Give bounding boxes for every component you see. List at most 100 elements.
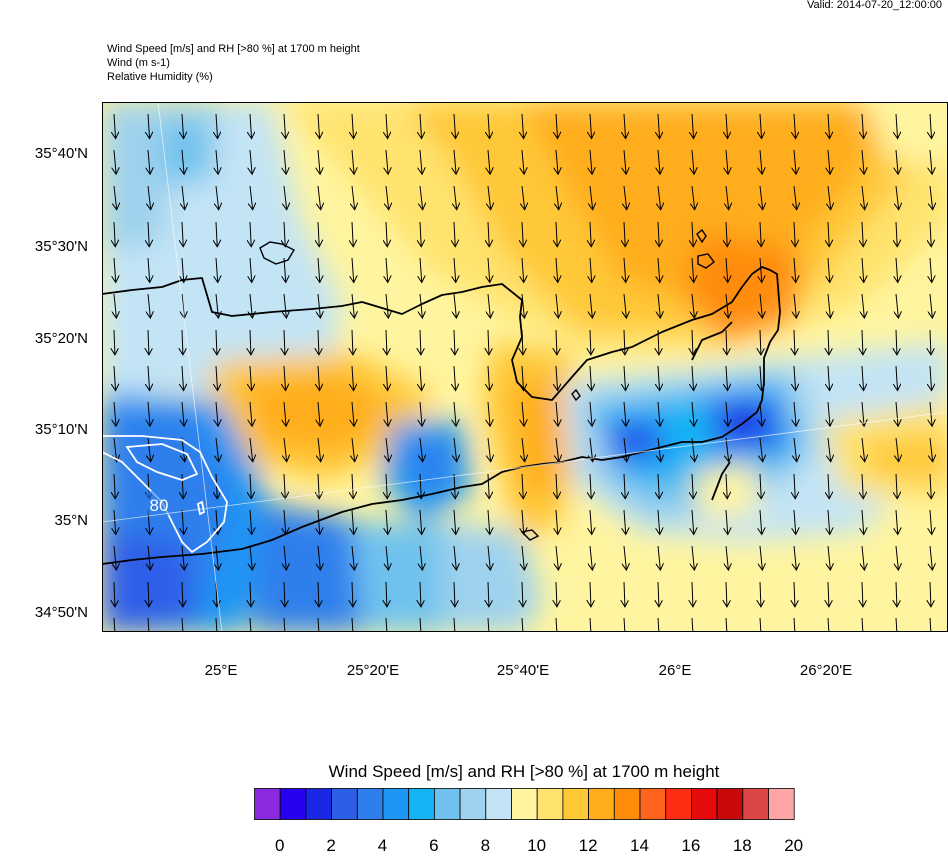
colorbar-swatch (665, 788, 692, 820)
colorbar-tick-label: 4 (377, 836, 388, 855)
wind-arrow (284, 401, 286, 425)
wind-arrow (692, 329, 693, 354)
wind-arrow (658, 113, 660, 138)
wind-arrow (284, 581, 285, 606)
wind-arrow (624, 185, 627, 209)
plot-header-line2: Wind (m s-1) (107, 57, 170, 69)
wind-arrow (556, 149, 558, 173)
wind-arrow (420, 437, 423, 461)
wind-arrow (181, 617, 184, 632)
wind-arrow (488, 113, 490, 138)
wind-arrow (386, 437, 389, 461)
wind-arrow (522, 437, 525, 461)
wind-arrow (658, 545, 660, 569)
wind-arrow (828, 293, 830, 317)
wind-arrow (692, 257, 694, 282)
wind-arrow (760, 149, 762, 173)
colorbar-swatch (382, 788, 410, 820)
wind-arrow (114, 437, 117, 461)
colorbar-tick-label: 2 (326, 836, 336, 855)
wind-arrow (624, 257, 626, 282)
wind-arrow (318, 257, 320, 282)
wind-arrow (862, 473, 863, 498)
wind-arrow (114, 545, 116, 569)
wind-arrow (386, 401, 388, 425)
wind-arrow (556, 365, 558, 390)
wind-arrow (726, 473, 727, 498)
colorbar-tick-label: 20 (784, 836, 804, 855)
wind-arrow (352, 257, 354, 282)
lon-label-26-00: 26°E (658, 662, 692, 679)
wind-arrow (590, 437, 593, 461)
wind-arrow (454, 149, 456, 173)
valid-time: Valid: 2014-07-20_12:00:00 (807, 0, 942, 11)
wind-arrow (250, 473, 251, 498)
wind-arrow (692, 545, 694, 569)
wind-arrow (352, 401, 354, 425)
wind-arrow (284, 185, 287, 209)
wind-arrow (420, 113, 422, 138)
wind-arrow (148, 221, 149, 246)
wind-arrow (386, 545, 388, 569)
wind-arrow (522, 185, 525, 209)
wind-arrow (420, 329, 421, 354)
wind-arrow (794, 365, 796, 390)
wind-arrow (794, 257, 796, 282)
wind-arrow (249, 617, 252, 632)
wind-arrow (284, 113, 286, 138)
wind-arrow (658, 257, 660, 282)
wind-arrow (658, 149, 660, 173)
wind-arrow (862, 113, 864, 138)
wind-arrow (624, 581, 625, 606)
wind-arrow (930, 473, 931, 498)
wind-arrow (182, 401, 184, 425)
wind-arrow (352, 113, 354, 138)
wind-arrow (454, 365, 456, 390)
lon-label-26-20: 26°20'E (799, 662, 853, 679)
wind-arrow (284, 149, 286, 173)
wind-arrow (114, 401, 116, 425)
wind-arrow (556, 185, 559, 209)
plot-header-line3: Relative Humidity (%) (107, 71, 213, 83)
wind-arrow (930, 113, 932, 138)
wind-arrow (930, 509, 932, 534)
wind-arrow (420, 293, 422, 317)
wind-arrow (454, 293, 456, 317)
wind-arrow (386, 149, 388, 173)
lat-label-35-30: 35°30'N (34, 238, 88, 255)
wind-arrow (828, 185, 831, 209)
wind-arrow (454, 473, 455, 498)
wind-arrow (658, 401, 660, 425)
wind-arrow (896, 581, 897, 606)
wind-arrow (658, 473, 659, 498)
wind-arrow (488, 365, 490, 390)
colorbar-tick-label: 8 (480, 836, 491, 855)
wind-arrow (488, 545, 490, 569)
wind-arrow (318, 149, 320, 173)
wind-arrow (794, 473, 795, 498)
colorbar-swatch (768, 788, 795, 820)
wind-arrow (182, 581, 183, 606)
wind-arrow (352, 581, 353, 606)
wind-arrow (487, 617, 490, 632)
wind-arrow (828, 257, 830, 282)
wind-arrow (114, 581, 115, 606)
wind-arrow (250, 365, 252, 390)
wind-arrow (420, 257, 422, 282)
wind-arrow (692, 149, 694, 173)
wind-arrow (624, 401, 626, 425)
wind-arrow (692, 293, 694, 317)
wind-arrow (794, 293, 796, 317)
wind-arrow (658, 293, 660, 317)
colorbar-tick-label: 16 (681, 836, 701, 855)
wind-arrow (624, 365, 626, 390)
colorbar-title: Wind Speed [m/s] and RH [>80 %] at 1700 … (328, 762, 720, 781)
wind-arrow (556, 221, 557, 246)
wind-arrow (624, 221, 625, 246)
wind-arrow (250, 257, 252, 282)
wind-arrow (794, 221, 795, 246)
wind-arrow (862, 437, 865, 461)
colorbar-swatch (690, 788, 718, 820)
wind-arrow (590, 473, 591, 498)
wind-arrow (216, 185, 219, 209)
